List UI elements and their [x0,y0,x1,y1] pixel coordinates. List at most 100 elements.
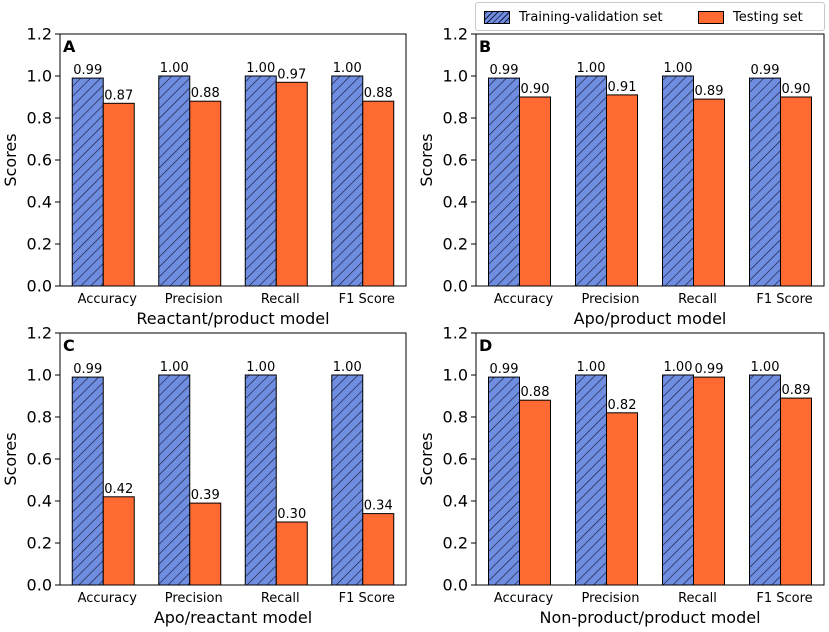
panel-a-bar-train-0 [71,77,104,287]
panel-c-value-label: 1.00 [246,360,275,375]
panel-d-value-label: 1.00 [664,360,693,375]
legend-swatch-train [484,10,510,24]
panel-b-value-label: 0.89 [695,84,724,99]
panel-b-ytick-label: 0.2 [443,235,468,254]
panel-a-ytick-label: 0.2 [27,235,52,254]
panel-c-bar-test-2 [275,521,308,586]
panel-a-ytick-label: 0.4 [27,193,52,212]
panel-c-label: C [63,336,75,355]
panel-a-ytick-label: 0.0 [27,277,52,296]
panel-d-value-label: 0.88 [521,385,550,400]
panel-b-ylabel: Scores [417,133,436,186]
panel-d-ytick-label: 0.4 [443,492,468,511]
panel-a-bar-train-1 [158,75,191,287]
panel-c-ytick-label: 0.0 [27,576,52,595]
panel-c-value-label: 0.99 [73,362,102,377]
panel-c-category-label: Precision [165,591,223,606]
panel-a-category-label: Precision [165,292,223,307]
panel-b-ytick-label: 0.6 [443,151,468,170]
panel-b-ytick-label: 0.4 [443,193,468,212]
panel-d-value-label: 0.82 [608,398,637,413]
panel-c-ytick-label: 0.2 [27,534,52,553]
panel-b-ytick-label: 0.8 [443,109,468,128]
panel-c-value-label: 1.00 [333,360,362,375]
panel-c-bar-test-1 [189,502,222,586]
panel-c-value-label: 0.39 [191,488,220,503]
panel-b-label: B [479,37,491,56]
panel-d-ytick-label: 1.0 [443,366,468,385]
panel-c-value-label: 0.42 [104,482,133,497]
panel-a-axes-frame [59,33,407,287]
legend-item-train: Training-validation set [484,9,663,25]
panel-d-value-label: 0.99 [695,362,724,377]
panel-d-ytick-label: 0.2 [443,534,468,553]
panel-a-xlabel: Reactant/product model [136,309,329,328]
panel-d-bar-train-1 [575,374,607,586]
panel-d-bar-test-0 [519,399,551,586]
panel-a-bar-test-1 [189,100,222,287]
panel-b-bar-test-0 [519,96,551,287]
panel-d-ytick-label: 0.0 [443,576,468,595]
panel-b-value-label: 0.90 [521,82,550,97]
panel-c-ylabel: Scores [1,432,20,485]
panel-d-category-label: Recall [678,591,717,606]
panel-c-bar-train-1 [158,374,191,586]
panel-c-value-label: 0.30 [277,507,306,522]
panel-b-category-label: Recall [678,292,717,307]
panel-d-bar-test-3 [780,397,812,586]
panel-b-category-label: F1 Score [756,292,812,307]
panel-d-category-label: Precision [581,591,639,606]
panel-b-ytick-label: 1.0 [443,67,468,86]
panel-c-bar-test-0 [102,496,135,586]
panel-c-value-label: 1.00 [160,360,189,375]
panel-a-ytick-label: 1.0 [27,67,52,86]
panel-a-ytick-label: 0.6 [27,151,52,170]
panel-c-category-label: Recall [261,591,300,606]
panel-c-category-label: Accuracy [78,591,138,606]
panel-a-category-label: Recall [261,292,300,307]
panel-a-label: A [63,37,76,56]
panel-a-bar-train-2 [244,75,277,287]
panel-d-ytick-label: 0.6 [443,450,468,469]
panel-b-category-label: Accuracy [494,292,554,307]
panel-b-bar-test-2 [693,98,725,287]
panel-d-ytick-label: 1.2 [443,324,468,343]
legend-swatch-test [698,10,724,24]
panel-c-xlabel: Apo/reactant model [154,608,312,627]
panel-d-bar-test-2 [693,376,725,586]
panel-b-ytick-label: 0.0 [443,277,468,296]
panel-c-ytick-label: 0.8 [27,408,52,427]
panel-a-value-label: 0.87 [104,88,133,103]
panel-d-value-label: 1.00 [577,360,606,375]
panel-c-bar-train-2 [244,374,277,586]
panel-d-value-label: 0.99 [490,362,519,377]
panel-c-ytick-label: 0.4 [27,492,52,511]
panel-b-value-label: 1.00 [664,61,693,76]
panel-a-value-label: 1.00 [160,61,189,76]
panel-b-value-label: 0.99 [490,63,519,78]
panel-c-ytick-label: 0.6 [27,450,52,469]
panel-d-value-label: 1.00 [751,360,780,375]
legend: Training-validation set Testing set [475,2,825,31]
panel-a-value-label: 0.88 [364,86,393,101]
legend-label-train: Training-validation set [519,9,663,25]
panel-a-value-label: 1.00 [246,61,275,76]
panel-d-label: D [479,336,492,355]
panel-d-category-label: Accuracy [494,591,554,606]
panel-d-xlabel: Non-product/product model [539,608,760,627]
panel-b-ytick-label: 1.2 [443,25,468,44]
panel-b-bar-train-1 [575,75,607,287]
panel-b-bar-train-0 [488,77,520,287]
panel-b-xlabel: Apo/product model [574,309,727,328]
panel-c-ytick-label: 1.2 [27,324,52,343]
panel-d-ytick-label: 0.8 [443,408,468,427]
panel-a-value-label: 0.97 [277,67,306,82]
panel-d-bar-train-2 [662,374,694,586]
panel-c-bar-train-3 [331,374,364,586]
panel-a-ylabel: Scores [1,133,20,186]
panel-b-axes-frame [475,33,825,287]
panel-c-bar-train-0 [71,376,104,586]
panel-a-category-label: Accuracy [78,292,138,307]
panel-d-bar-train-3 [749,374,781,586]
